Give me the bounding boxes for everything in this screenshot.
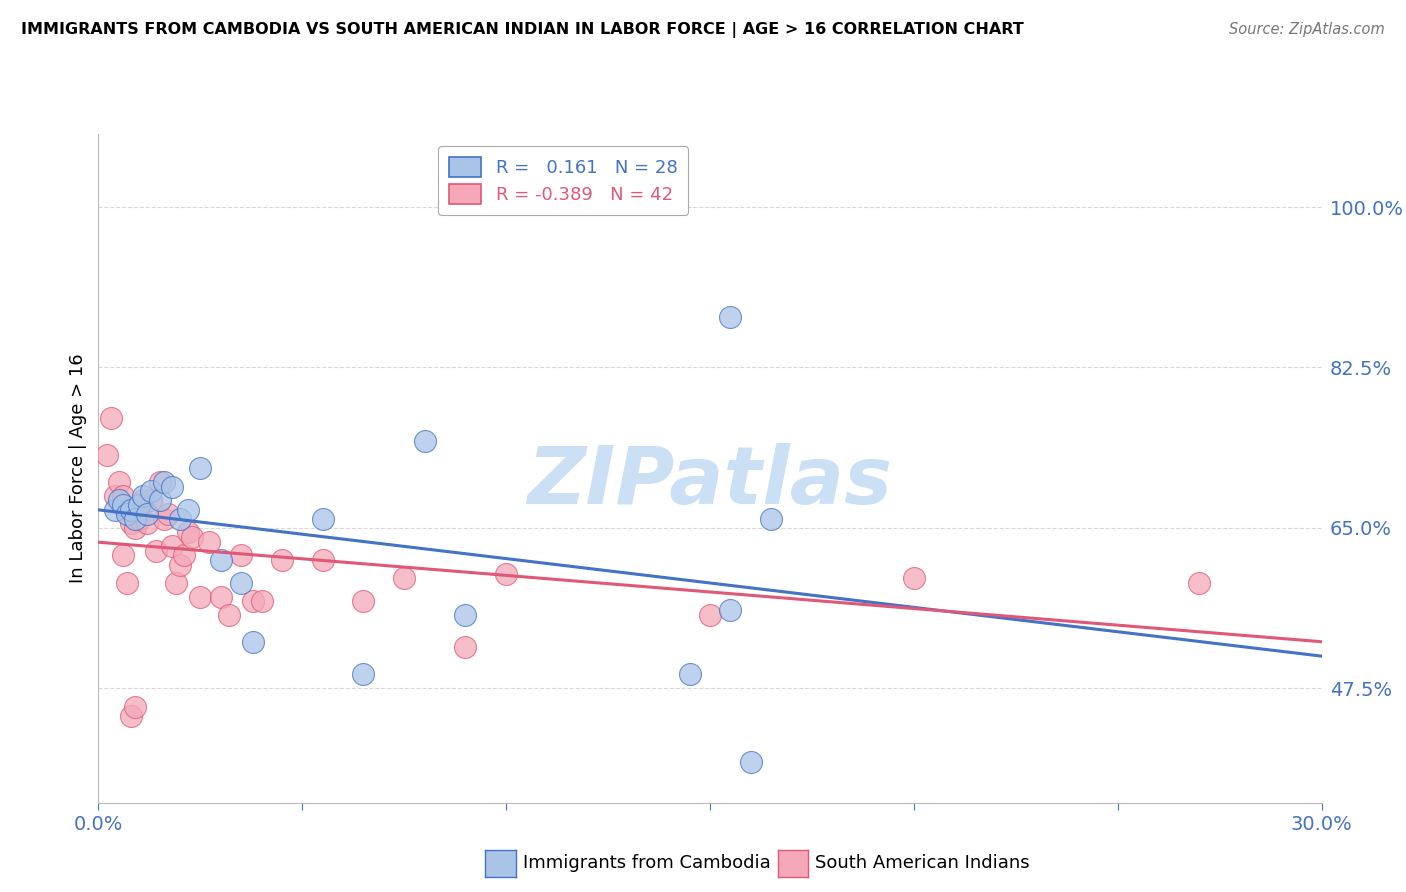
Point [156,507,179,521]
Point [128,498,150,512]
Point [124,521,146,535]
Point [120,708,142,723]
Point [132,489,155,503]
Point [169,512,191,526]
Point [104,502,127,516]
Point [250,594,273,608]
Point [209,590,232,604]
Point [152,512,174,526]
Point [169,558,191,572]
Point [699,607,721,622]
Point [242,635,264,649]
Point [115,502,138,516]
Point [495,566,517,581]
Point [141,484,163,499]
Point [160,539,183,553]
Point [454,640,477,654]
Point [1188,575,1211,590]
Point [352,594,374,608]
Y-axis label: In Labor Force | Age > 16: In Labor Force | Age > 16 [69,353,87,583]
Point [218,607,240,622]
Point [128,512,150,526]
Point [124,512,146,526]
Text: Immigrants from Cambodia: Immigrants from Cambodia [523,855,770,872]
Point [177,525,200,540]
Point [149,493,172,508]
Point [120,502,142,516]
Point [720,603,742,617]
Point [270,553,294,567]
Point [197,534,219,549]
Point [132,493,155,508]
Point [177,502,200,516]
Point [903,571,925,585]
Point [209,553,232,567]
Point [312,512,335,526]
Point [181,530,204,544]
Point [392,571,416,585]
Point [231,549,253,563]
Point [454,607,477,622]
Point [188,461,212,475]
Point [108,475,131,489]
Point [136,507,159,521]
Point [96,448,118,462]
Point [111,489,134,503]
Point [720,310,742,324]
Point [120,516,142,531]
Point [108,493,131,508]
Legend: R =   0.161   N = 28, R = -0.389   N = 42: R = 0.161 N = 28, R = -0.389 N = 42 [439,146,689,215]
Point [115,575,138,590]
Point [679,667,702,681]
Point [188,590,212,604]
Point [740,755,762,769]
Point [104,489,127,503]
Point [145,543,167,558]
Point [100,410,122,425]
Point [124,699,146,714]
Point [413,434,436,448]
Text: Source: ZipAtlas.com: Source: ZipAtlas.com [1229,22,1385,37]
Point [111,498,134,512]
Point [173,549,195,563]
Point [111,549,134,563]
Point [242,594,264,608]
Point [115,507,138,521]
Text: IMMIGRANTS FROM CAMBODIA VS SOUTH AMERICAN INDIAN IN LABOR FORCE | AGE > 16 CORR: IMMIGRANTS FROM CAMBODIA VS SOUTH AMERIC… [21,22,1024,38]
Point [136,516,159,531]
Point [160,480,183,494]
Point [141,493,163,508]
Text: ZIPatlas: ZIPatlas [527,442,893,521]
Point [352,667,374,681]
Point [761,512,783,526]
Point [231,575,253,590]
Text: South American Indians: South American Indians [815,855,1031,872]
Point [149,475,172,489]
Point [312,553,335,567]
Point [165,575,187,590]
Point [152,475,174,489]
